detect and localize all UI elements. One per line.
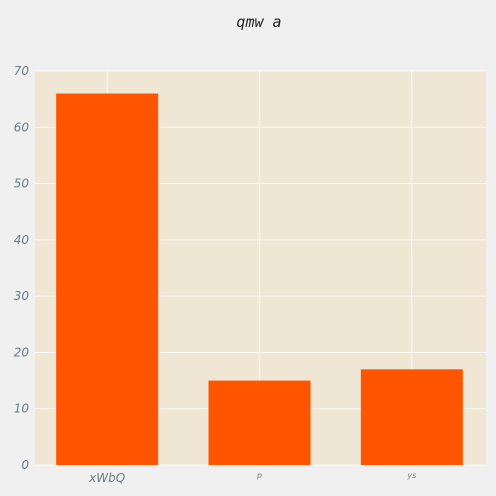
- y-tick-label: 30: [14, 289, 30, 303]
- y-tick-label: 10: [14, 402, 30, 416]
- y-tick-label: 60: [14, 120, 30, 134]
- y-tick-label: 20: [14, 345, 30, 359]
- x-tick-label: ys: [406, 471, 416, 480]
- y-tick-label: 40: [14, 233, 30, 247]
- x-axis-ticks: xWbQ p ys: [88, 471, 416, 485]
- y-tick-label: 50: [14, 177, 30, 191]
- y-tick-label: 70: [14, 64, 30, 78]
- x-tick-label: p: [256, 471, 262, 480]
- bar-p: [208, 380, 311, 465]
- bar-ys: [360, 369, 463, 465]
- bars: [56, 93, 463, 465]
- bar-xWbQ: [56, 93, 159, 465]
- chart-title: qmw a: [236, 13, 282, 31]
- x-tick-label: xWbQ: [88, 471, 125, 485]
- y-axis-ticks: 0 10 20 30 40 50 60 70: [14, 64, 30, 472]
- y-tick-label: 0: [21, 458, 29, 472]
